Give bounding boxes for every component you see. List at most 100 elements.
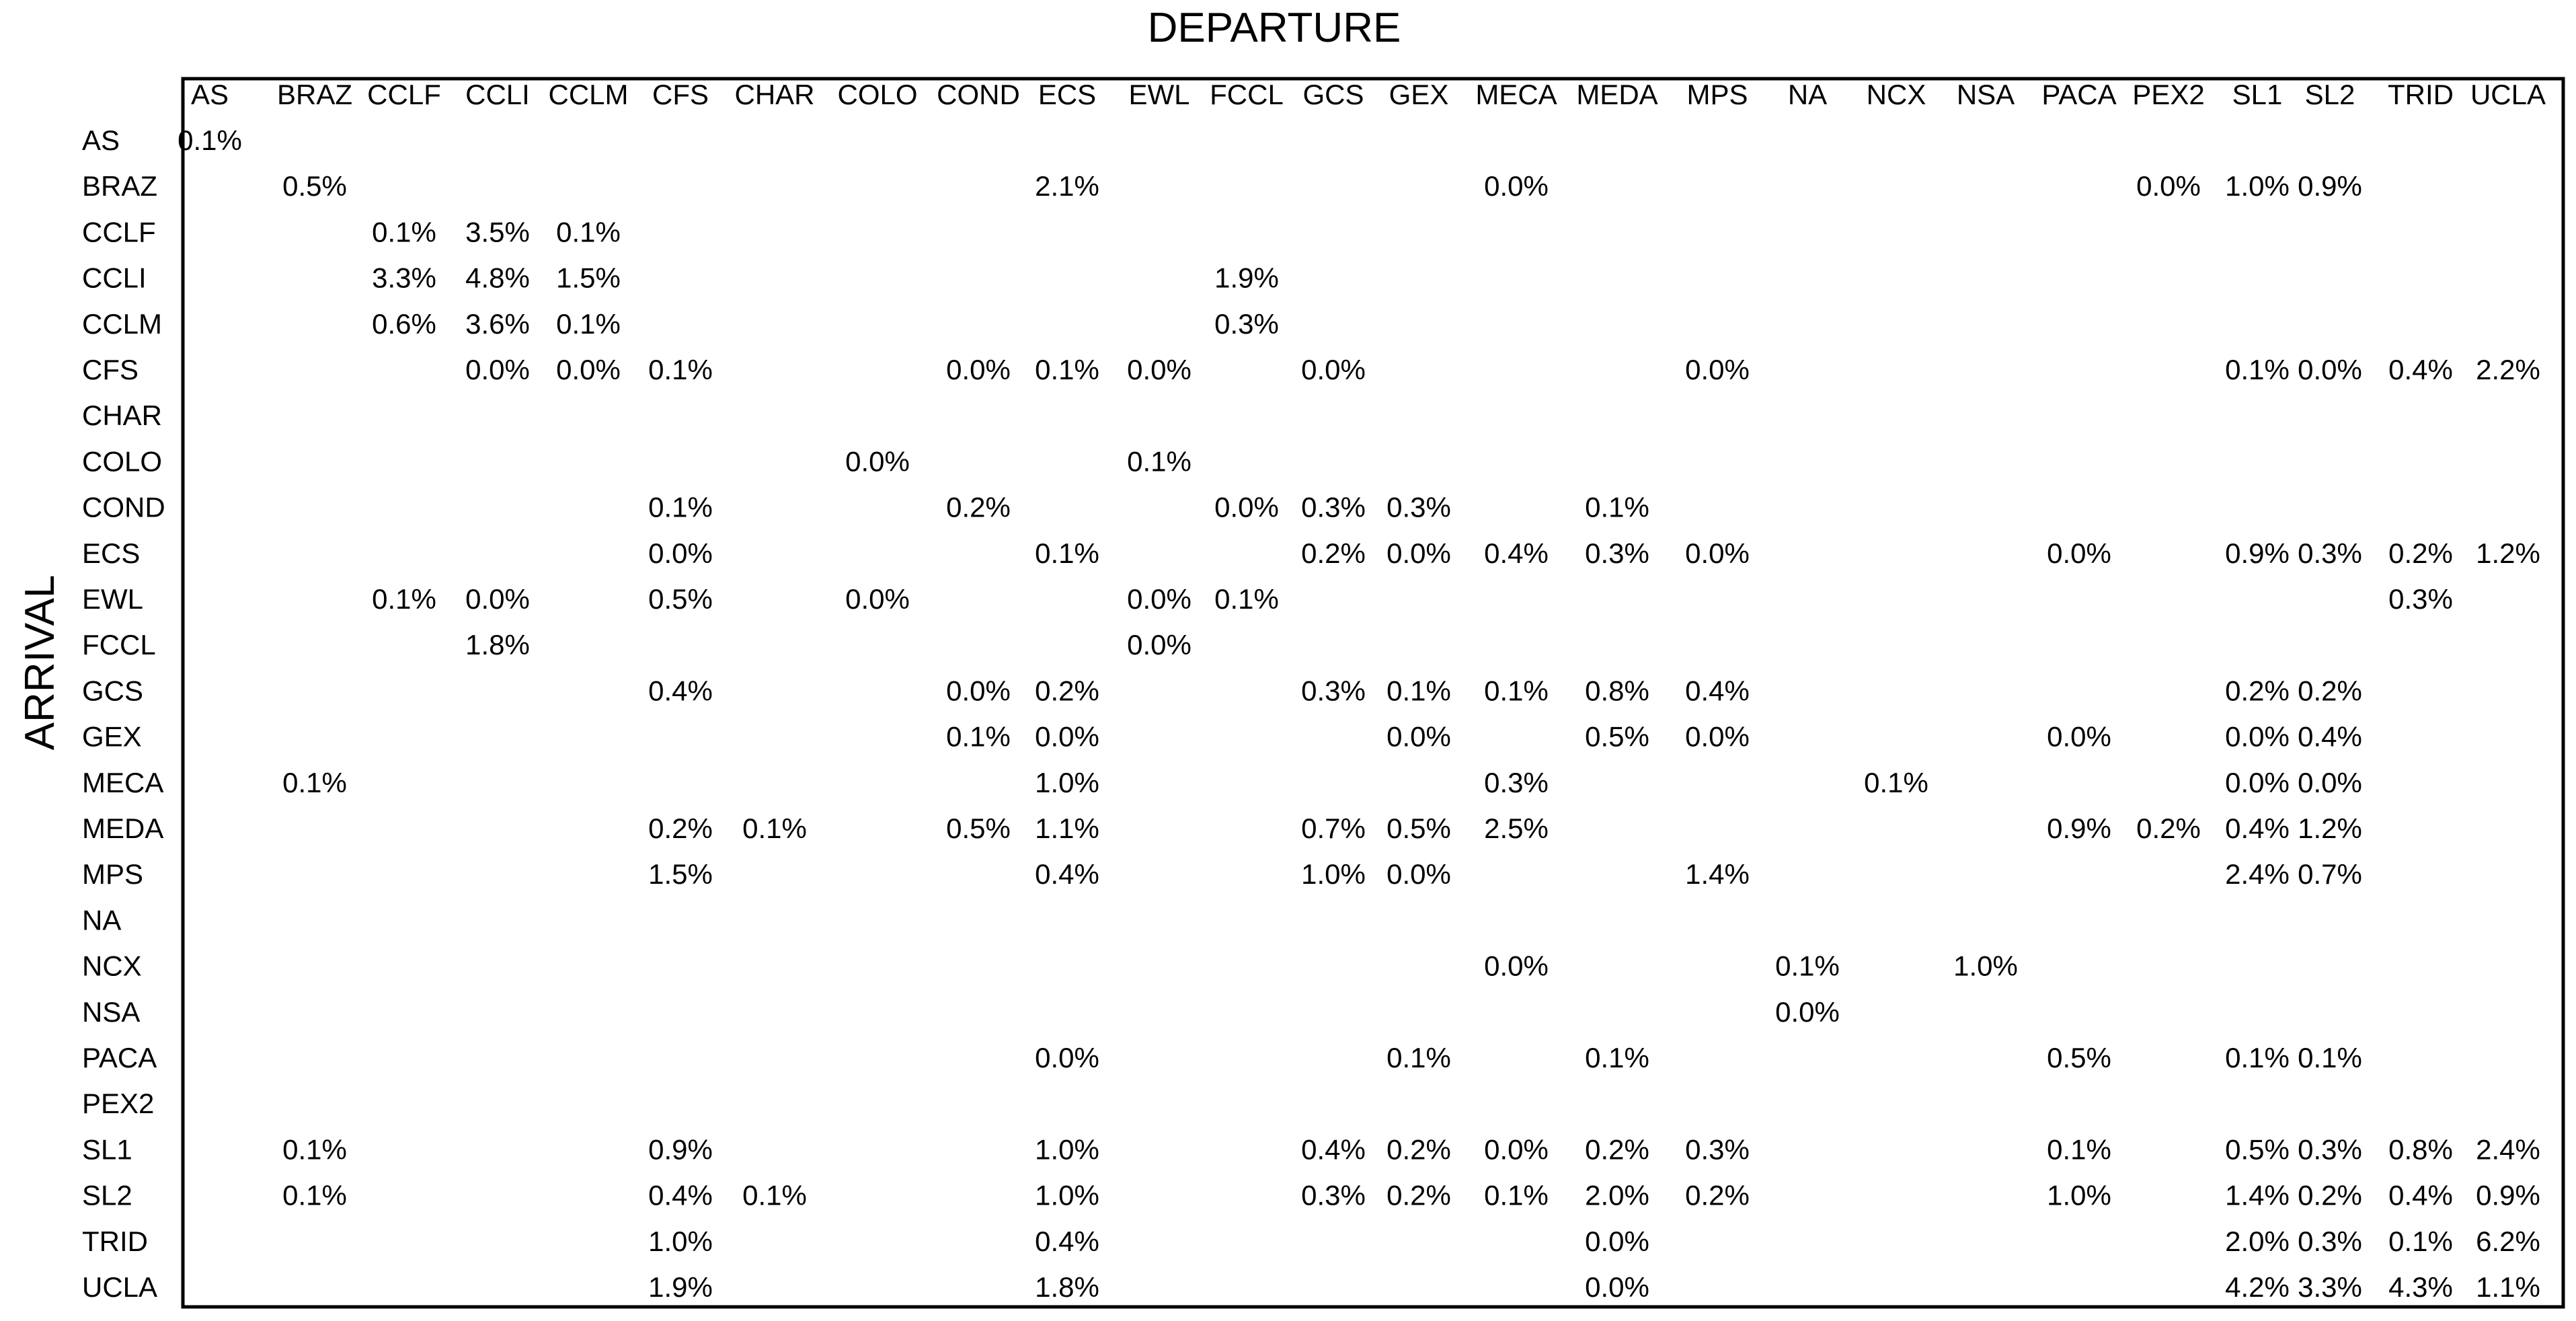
cell-colo-ewl: 0.1%: [1127, 445, 1192, 477]
cell-ewl-ccli: 0.0%: [465, 583, 530, 615]
cell-fccl-ewl: 0.0%: [1127, 629, 1192, 660]
row-header-as: AS: [82, 124, 120, 156]
cell-mps-cfs: 1.5%: [648, 858, 713, 890]
cell-gcs-sl1: 0.2%: [2225, 675, 2290, 706]
cell-sl1-meca: 0.0%: [1484, 1133, 1549, 1165]
cell-mps-gcs: 1.0%: [1301, 858, 1366, 890]
cell-gex-paca: 0.0%: [2047, 721, 2111, 753]
column-header-trid: TRID: [2388, 79, 2454, 110]
row-header-cclf: CCLF: [82, 216, 156, 248]
cell-cond-gex: 0.3%: [1387, 492, 1451, 523]
cell-ecs-gex: 0.0%: [1387, 537, 1451, 569]
cell-sl1-gex: 0.2%: [1387, 1133, 1451, 1165]
cell-cfs-ucla: 2.2%: [2476, 354, 2540, 385]
column-header-ucla: UCLA: [2470, 79, 2546, 110]
row-header-braz: BRAZ: [82, 170, 157, 202]
cell-ewl-cclf: 0.1%: [372, 583, 436, 615]
cell-gcs-ecs: 0.2%: [1035, 675, 1099, 706]
cell-ccli-ccli: 4.8%: [465, 262, 530, 294]
cell-mps-sl2: 0.7%: [2298, 858, 2362, 890]
cell-sl2-sl1: 1.4%: [2225, 1180, 2290, 1211]
row-header-nsa: NSA: [82, 996, 140, 1028]
cell-ecs-cfs: 0.0%: [648, 537, 713, 569]
cell-ecs-sl2: 0.3%: [2298, 537, 2362, 569]
cell-sl1-mps: 0.3%: [1685, 1133, 1750, 1165]
cell-ccli-fccl: 1.9%: [1214, 262, 1279, 294]
cell-paca-ecs: 0.0%: [1035, 1042, 1099, 1073]
cell-ewl-cfs: 0.5%: [648, 583, 713, 615]
column-header-cfs: CFS: [652, 79, 709, 110]
row-header-na: NA: [82, 904, 121, 936]
cell-ecs-ecs: 0.1%: [1035, 537, 1099, 569]
cell-meca-sl1: 0.0%: [2225, 767, 2290, 798]
cell-trid-cfs: 1.0%: [648, 1225, 713, 1257]
cell-paca-gex: 0.1%: [1387, 1042, 1451, 1073]
cell-cclf-ccli: 3.5%: [465, 216, 530, 248]
cell-cfs-gcs: 0.0%: [1301, 354, 1366, 385]
cell-cfs-sl2: 0.0%: [2298, 354, 2362, 385]
cell-sl2-meda: 2.0%: [1585, 1180, 1649, 1211]
row-header-meda: MEDA: [82, 813, 163, 844]
cell-ewl-fccl: 0.1%: [1214, 583, 1279, 615]
cell-cfs-sl1: 0.1%: [2225, 354, 2290, 385]
cell-sl2-char: 0.1%: [742, 1180, 807, 1211]
cell-gex-mps: 0.0%: [1685, 721, 1750, 753]
column-header-ccli: CCLI: [465, 79, 530, 110]
cell-ecs-meda: 0.3%: [1585, 537, 1649, 569]
cell-sl2-sl2: 0.2%: [2298, 1180, 2362, 1211]
cell-cfs-ewl: 0.0%: [1127, 354, 1192, 385]
cell-gex-sl2: 0.4%: [2298, 721, 2362, 753]
column-header-sl2: SL2: [2305, 79, 2355, 110]
cell-gex-ecs: 0.0%: [1035, 721, 1099, 753]
cell-gcs-cond: 0.0%: [946, 675, 1011, 706]
column-header-cond: COND: [937, 79, 1020, 110]
cell-sl2-meca: 0.1%: [1484, 1180, 1549, 1211]
cell-meda-char: 0.1%: [742, 813, 807, 844]
cell-trid-meda: 0.0%: [1585, 1225, 1649, 1257]
cell-ucla-trid: 4.3%: [2388, 1271, 2453, 1303]
cell-sl1-sl2: 0.3%: [2298, 1133, 2362, 1165]
row-header-sl1: SL1: [82, 1133, 132, 1165]
cell-cfs-cfs: 0.1%: [648, 354, 713, 385]
cell-ecs-ucla: 1.2%: [2476, 537, 2540, 569]
cell-sl1-gcs: 0.4%: [1301, 1133, 1366, 1165]
cell-cfs-cond: 0.0%: [946, 354, 1011, 385]
cell-meca-meca: 0.3%: [1484, 767, 1549, 798]
column-header-gcs: GCS: [1302, 79, 1364, 110]
cell-cfs-ccli: 0.0%: [465, 354, 530, 385]
cell-meda-ecs: 1.1%: [1035, 813, 1099, 844]
row-header-paca: PACA: [82, 1042, 157, 1073]
cell-braz-sl2: 0.9%: [2298, 170, 2362, 202]
cell-ecs-paca: 0.0%: [2047, 537, 2111, 569]
cell-paca-meda: 0.1%: [1585, 1042, 1649, 1073]
cell-ewl-colo: 0.0%: [845, 583, 910, 615]
cell-cclm-ccli: 3.6%: [465, 308, 530, 340]
cell-braz-meca: 0.0%: [1484, 170, 1549, 202]
column-header-meda: MEDA: [1576, 79, 1657, 110]
cell-sl2-braz: 0.1%: [282, 1180, 347, 1211]
cell-sl2-ecs: 1.0%: [1035, 1180, 1099, 1211]
column-header-mps: MPS: [1686, 79, 1748, 110]
cell-cond-cfs: 0.1%: [648, 492, 713, 523]
cell-ucla-sl2: 3.3%: [2298, 1271, 2362, 1303]
column-header-cclm: CCLM: [548, 79, 628, 110]
cell-colo-colo: 0.0%: [845, 445, 910, 477]
row-header-ncx: NCX: [82, 950, 142, 982]
cell-meca-sl2: 0.0%: [2298, 767, 2362, 798]
cell-ccli-cclm: 1.5%: [556, 262, 621, 294]
cell-cclf-cclm: 0.1%: [556, 216, 621, 248]
cell-cfs-ecs: 0.1%: [1035, 354, 1099, 385]
cell-gex-sl1: 0.0%: [2225, 721, 2290, 753]
cell-sl2-trid: 0.4%: [2388, 1180, 2453, 1211]
row-header-sl2: SL2: [82, 1180, 132, 1211]
cell-meda-sl2: 1.2%: [2298, 813, 2362, 844]
cell-paca-sl2: 0.1%: [2298, 1042, 2362, 1073]
column-header-cclf: CCLF: [367, 79, 441, 110]
row-header-ecs: ECS: [82, 537, 140, 569]
column-header-ewl: EWL: [1128, 79, 1189, 110]
matrix-border: [181, 77, 2565, 1309]
cell-sl2-gex: 0.2%: [1387, 1180, 1451, 1211]
cell-meda-meca: 2.5%: [1484, 813, 1549, 844]
cell-gcs-mps: 0.4%: [1685, 675, 1750, 706]
row-header-ewl: EWL: [82, 583, 143, 615]
